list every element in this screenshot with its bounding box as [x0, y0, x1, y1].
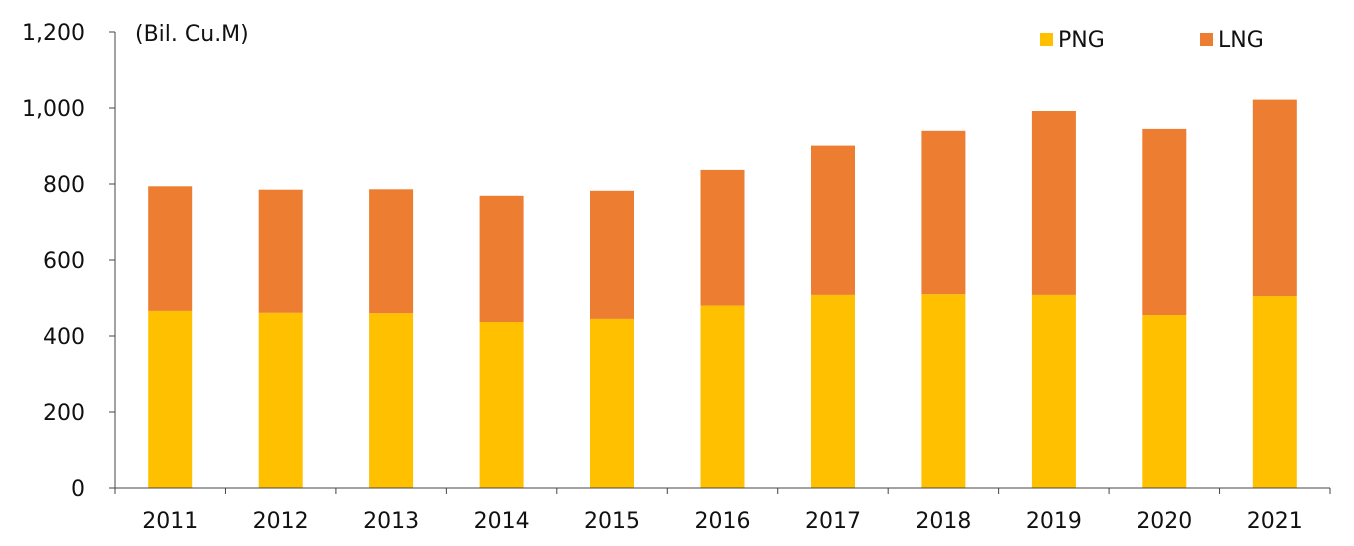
- legend-label-png: PNG: [1058, 28, 1105, 53]
- bar-lng-2013: [369, 189, 414, 314]
- y-tick-label: 1,000: [22, 97, 85, 122]
- bar-png-2017: [811, 295, 855, 488]
- bar-lng-2017: [811, 145, 855, 295]
- bar-lng-2011: [148, 186, 193, 311]
- x-tick-label: 2016: [695, 509, 751, 534]
- legend-swatch-png: [1040, 33, 1053, 46]
- bar-png-2019: [1031, 295, 1076, 488]
- y-tick-label: 200: [43, 401, 85, 426]
- x-tick-label: 2014: [474, 509, 530, 534]
- bar-png-2020: [1142, 315, 1187, 488]
- bar-lng-2016: [700, 169, 745, 306]
- bar-png-2014: [479, 321, 524, 488]
- x-axis: 2011 2012 2013 2014 2015 2016 2017 2018 2019 2020…: [114, 487, 1331, 534]
- bar-lng-2015: [590, 190, 634, 319]
- legend-swatch-lng: [1200, 33, 1213, 46]
- x-tick-label: 2017: [805, 509, 861, 534]
- bar-png-2012: [258, 312, 303, 488]
- y-tick-label: 0: [71, 477, 85, 502]
- x-tick-label: 2015: [584, 509, 640, 534]
- bar-layer: [148, 99, 1297, 488]
- x-tick-label: 2013: [363, 509, 419, 534]
- x-tick-label: 2012: [253, 509, 309, 534]
- x-tick-label: 2020: [1136, 509, 1192, 534]
- bar-png-2016: [700, 305, 745, 488]
- bar-png-2015: [590, 318, 634, 488]
- bar-lng-2020: [1142, 128, 1187, 316]
- bar-png-2018: [921, 294, 966, 488]
- bar-lng-2021: [1252, 99, 1297, 297]
- y-tick-label: 600: [43, 249, 85, 274]
- x-tick-label: 2019: [1026, 509, 1082, 534]
- legend: PNG LNG: [1040, 28, 1264, 53]
- bar-lng-2014: [479, 195, 524, 322]
- x-tick-label: 2021: [1247, 509, 1303, 534]
- bar-png-2021: [1252, 296, 1297, 488]
- legend-label-lng: LNG: [1218, 28, 1264, 53]
- y-axis: 0 200 400 600 800 1,000 1,200: [22, 21, 116, 502]
- bar-lng-2019: [1031, 111, 1076, 295]
- bar-lng-2012: [258, 189, 303, 313]
- x-tick-label: 2018: [915, 509, 971, 534]
- y-tick-label: 1,200: [22, 21, 85, 46]
- y-tick-label: 800: [43, 173, 85, 198]
- bar-png-2013: [369, 313, 414, 488]
- bar-lng-2018: [921, 130, 966, 295]
- y-tick-label: 400: [43, 325, 85, 350]
- x-tick-label: 2011: [142, 509, 198, 534]
- unit-label: (Bil. Cu.M): [135, 22, 249, 47]
- bar-png-2011: [148, 310, 193, 488]
